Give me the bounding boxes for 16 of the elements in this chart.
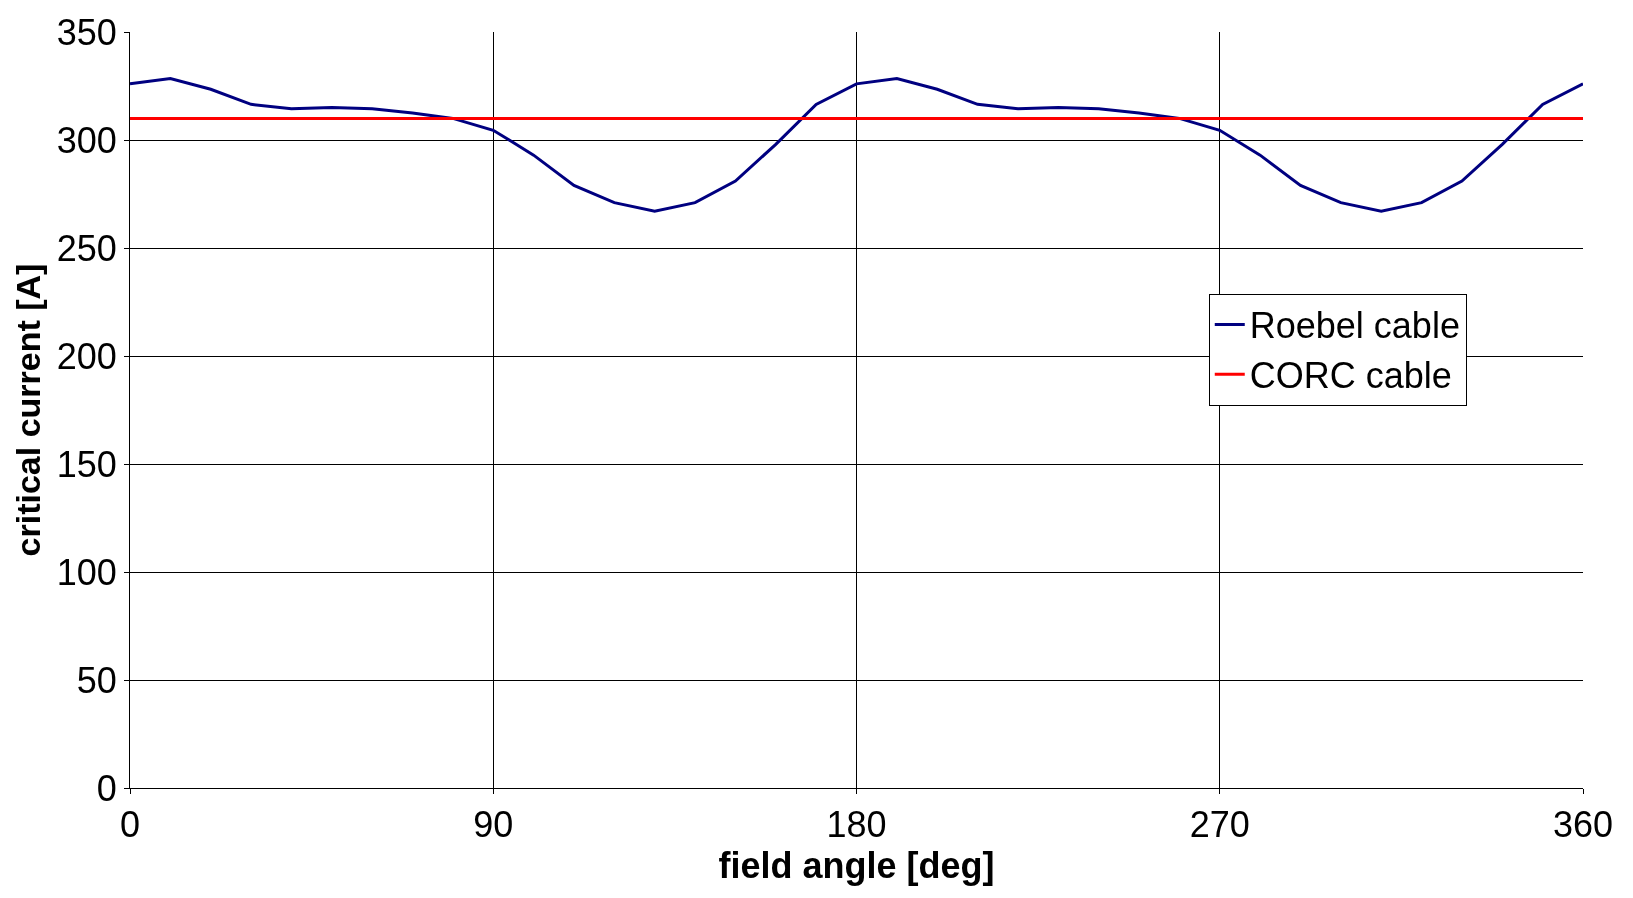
x-tick-label: 360 — [1552, 804, 1614, 846]
y-tick-label: 100 — [56, 551, 117, 593]
y-tick-label: 200 — [56, 335, 117, 377]
y-tick-label: 50 — [76, 659, 117, 701]
y-tick-label: 0 — [96, 767, 117, 809]
y-tick-label: 300 — [56, 119, 117, 161]
x-axis-title: field angle [deg] — [718, 845, 995, 887]
y-axis-title: critical current [A] — [9, 263, 48, 557]
y-tick-label: 250 — [56, 227, 117, 269]
legend-label: CORC cable — [1249, 355, 1452, 397]
y-tick-label: 350 — [56, 11, 117, 53]
x-tick-label: 180 — [826, 804, 887, 846]
y-tick-label: 150 — [56, 443, 117, 485]
x-tick-label: 270 — [1189, 804, 1250, 846]
legend-label: Roebel cable — [1249, 305, 1460, 347]
x-tick-label: 90 — [473, 804, 514, 846]
